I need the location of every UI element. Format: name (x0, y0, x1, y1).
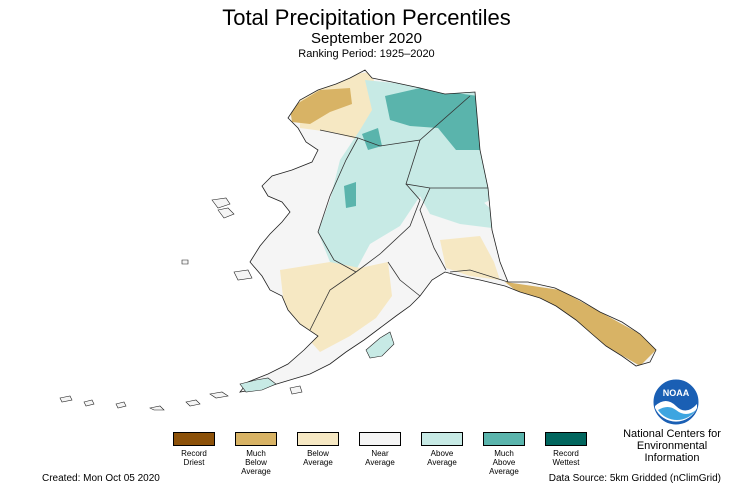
data-source: Data Source: 5km Gridded (nClimGrid) (548, 473, 721, 484)
division-boundaries (309, 95, 509, 331)
noaa-logo-icon: NOAA (652, 378, 700, 426)
legend-item-above: Above Average (416, 432, 468, 476)
legend-swatch (235, 432, 277, 446)
map-title: Total Precipitation Percentiles (222, 5, 511, 30)
legend-item-much-above: Much Above Average (478, 432, 530, 476)
aleutian-1 (209, 391, 229, 399)
aleutian-2 (185, 399, 201, 407)
noaa-logo-text: NOAA (663, 388, 690, 398)
nunivak-island (233, 269, 253, 281)
boundary-cook-inlet (387, 261, 421, 297)
legend-label: Record Driest (181, 449, 207, 467)
region-much-above-interior (344, 182, 356, 208)
region-above-east (420, 190, 492, 228)
agency-name: National Centers for Environmental Infor… (616, 428, 728, 464)
boundary-south-coast (449, 269, 509, 283)
legend-label: Above Average (427, 449, 457, 467)
region-much-above-north (385, 88, 480, 150)
islands (59, 197, 395, 411)
map-subtitle: September 2020 (311, 30, 422, 47)
region-below-south (440, 236, 500, 280)
aleutian-6 (59, 395, 73, 403)
legend-item-near: Near Average (354, 432, 406, 476)
legend-swatch (173, 432, 215, 446)
legend-swatch (421, 432, 463, 446)
legend-item-record-wettest: Record Wettest (540, 432, 592, 476)
kodiak-island (365, 331, 395, 359)
boundary-south-central (419, 187, 447, 271)
agency-line2: Environmental (636, 440, 708, 452)
legend: Record Driest Much Below Average Below A… (168, 432, 602, 476)
aleutian-5 (83, 399, 95, 407)
legend-swatch (297, 432, 339, 446)
boundary-west-interior (317, 137, 359, 273)
aleutian-4 (115, 401, 127, 409)
boundary-southwest (309, 271, 357, 331)
legend-swatch (359, 432, 401, 446)
agency-line3: Information (644, 452, 700, 464)
legend-swatch (545, 432, 587, 446)
legend-swatch (483, 432, 525, 446)
created-date: Created: Mon Oct 05 2020 (42, 473, 160, 484)
aleutian-3 (149, 405, 165, 411)
legend-item-below: Below Average (292, 432, 344, 476)
legend-label: Below Average (303, 449, 333, 467)
legend-label: Much Above Average (489, 449, 519, 476)
boundary-central (355, 183, 421, 273)
legend-label: Much Below Average (241, 449, 271, 476)
aleutian-east (239, 377, 277, 393)
agency-line1: National Centers for (623, 428, 721, 440)
legend-item-much-below: Much Below Average (230, 432, 282, 476)
st-lawrence-island (211, 197, 231, 209)
shumagin-island (289, 385, 303, 395)
island-small-1 (217, 207, 235, 219)
pribilof-island (181, 259, 189, 265)
boundary-arctic (319, 95, 471, 147)
legend-item-record-driest: Record Driest (168, 432, 220, 476)
boundary-interior-east (405, 139, 488, 189)
legend-label: Near Average (365, 449, 395, 467)
alaska-outline (239, 69, 657, 393)
ranking-period: Ranking Period: 1925–2020 (298, 48, 435, 60)
legend-label: Record Wettest (552, 449, 580, 467)
region-much-below-nw (290, 88, 352, 124)
region-below-southwest (280, 262, 392, 352)
